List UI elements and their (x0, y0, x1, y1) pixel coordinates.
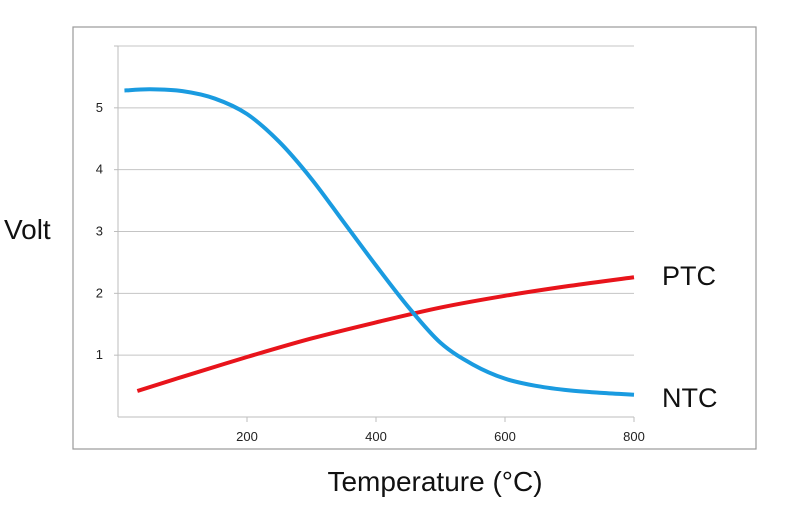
series-label-ntc: NTC (662, 383, 718, 413)
y-axis-title: Volt (4, 214, 51, 245)
x-tick-layer: 200 400 600 800 (236, 417, 645, 444)
y-tick-label: 3 (96, 224, 103, 239)
series-line-ntc (124, 87, 635, 397)
chart-frame (72, 26, 757, 450)
x-tick-label: 400 (365, 429, 387, 444)
series-line-ptc (136, 275, 635, 393)
y-tick-label: 4 (96, 162, 103, 177)
x-axis-title: Temperature (°C) (327, 466, 542, 497)
x-tick-label: 800 (623, 429, 645, 444)
y-tick-label: 2 (96, 285, 103, 300)
series-layer (124, 87, 635, 397)
series-label-ptc: PTC (662, 261, 716, 291)
x-tick-label: 600 (494, 429, 516, 444)
y-tick-layer: 1 2 3 4 5 (96, 100, 103, 362)
grid-layer (114, 45, 634, 356)
x-tick-label: 200 (236, 429, 258, 444)
y-tick-label: 5 (96, 100, 103, 115)
y-tick-label: 1 (96, 347, 103, 362)
